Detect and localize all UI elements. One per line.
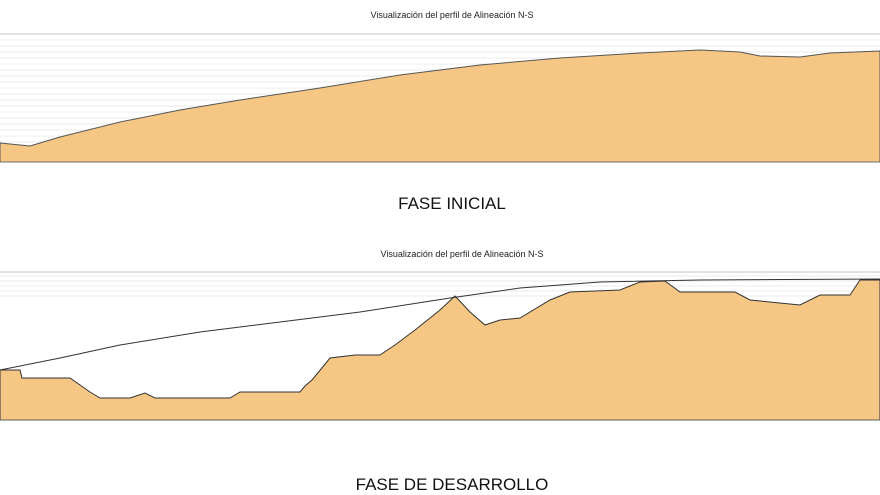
panel-title: Visualización del perfil de Alineación N… bbox=[371, 10, 534, 20]
panel-caption: FASE INICIAL bbox=[398, 194, 506, 213]
panel-caption: FASE DE DESARROLLO bbox=[356, 475, 549, 494]
panel-title: Visualización del perfil de Alineación N… bbox=[381, 249, 544, 259]
profile-panel: Visualización del perfil de Alineación N… bbox=[0, 10, 880, 213]
developed-profile bbox=[0, 279, 880, 421]
terrain-profile bbox=[0, 49, 880, 163]
original-profile bbox=[0, 278, 880, 371]
profile-panel: Visualización del perfil de Alineación N… bbox=[0, 249, 880, 494]
grid bbox=[0, 275, 880, 297]
